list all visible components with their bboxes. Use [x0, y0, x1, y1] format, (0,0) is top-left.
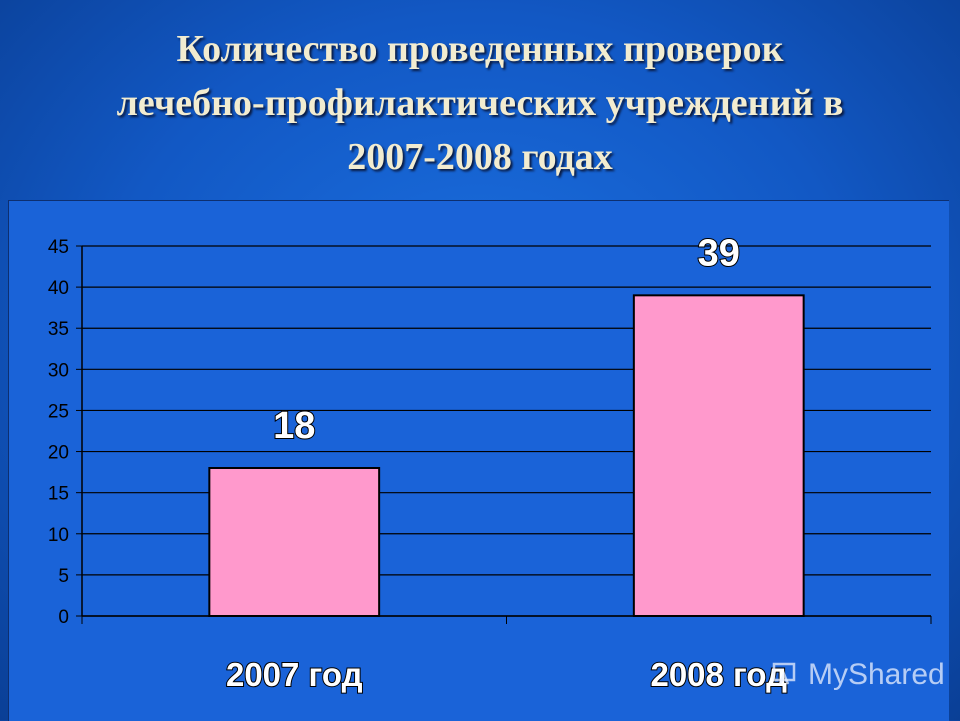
y-tick-label: 0: [58, 607, 69, 628]
y-tick-label: 45: [48, 237, 69, 258]
y-tick-label: 5: [58, 566, 69, 587]
bar-2007-год: [208, 467, 381, 617]
chart-area: 0 5 10 15 20 25 30 35 40 45 18 2007 год 39 2008 год: [8, 200, 949, 721]
title-line-3: 2007-2008 годах: [347, 136, 613, 178]
data-label: 18: [273, 405, 315, 447]
title-line-2: лечебно-профилактических учреждений в: [116, 82, 844, 124]
bar-2008-год: [632, 294, 805, 617]
bar-chart: 0 5 10 15 20 25 30 35 40 45 18 2007 год 39 2008 год: [48, 231, 932, 694]
y-tick-label: 10: [48, 525, 69, 546]
y-tick-label: 40: [48, 278, 69, 299]
slide-title: Количество проведенных проверок лечебно-…: [40, 22, 920, 184]
watermark-text: MyShared: [808, 658, 945, 691]
x-category-label: 2007 год: [226, 656, 363, 693]
y-tick-label: 15: [48, 484, 69, 505]
data-label: 39: [698, 232, 740, 274]
y-tick-label: 30: [48, 360, 69, 381]
y-tick-label: 25: [48, 401, 69, 422]
x-category-label: 2008 год: [650, 656, 787, 693]
y-tick-label: 20: [48, 443, 69, 464]
watermark: MyShared: [770, 650, 950, 700]
y-tick-label: 35: [48, 319, 69, 340]
title-line-1: Количество проведенных проверок: [176, 28, 784, 70]
myshared-logo-icon: [770, 658, 800, 693]
